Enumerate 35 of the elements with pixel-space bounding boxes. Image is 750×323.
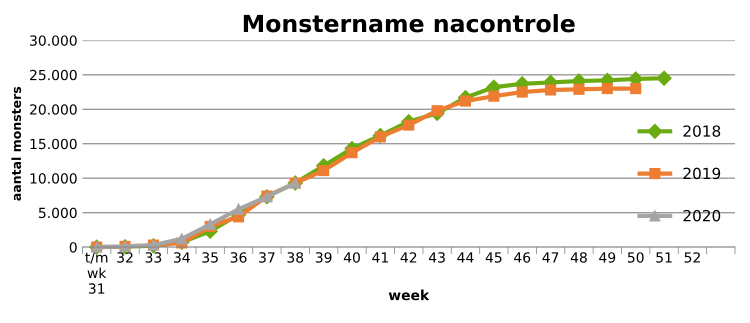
x-tick-label: 46 — [514, 252, 530, 263]
x-tick-label: 42 — [400, 252, 416, 263]
y-tick-label: 0 — [70, 242, 77, 253]
x-tick-label: 51 — [656, 252, 672, 263]
x-tick-label: 43 — [428, 252, 445, 263]
x-tick-label: 34 — [174, 252, 190, 263]
y-tick-label: 15.000 — [30, 138, 77, 150]
legend-label: 2019 — [683, 168, 720, 180]
x-tick-label: 32 — [117, 252, 132, 263]
x-tick-label: 47 — [542, 252, 558, 263]
y-tick-label: 20.000 — [30, 104, 77, 115]
x-axis-title: week — [388, 290, 430, 300]
x-tick-label: 50 — [628, 252, 644, 263]
y-tick-label: 25.000 — [30, 70, 77, 80]
y-tick-label: 30.000 — [30, 35, 77, 46]
x-tick-label: 45 — [486, 252, 502, 263]
x-tick-label: 35 — [202, 252, 218, 263]
x-tick-label: 36 — [230, 252, 246, 263]
x-tick-label: 33 — [146, 252, 162, 263]
y-tick-label: 5.000 — [38, 208, 77, 218]
x-tick-label: 38 — [287, 252, 304, 263]
x-tick-label: 49 — [599, 252, 616, 263]
x-tick-label: 40 — [344, 252, 360, 263]
y-axis-title: aantal monsters — [11, 86, 22, 201]
y-tick-label: 10.000 — [30, 173, 77, 184]
x-tick-label: 44 — [457, 252, 474, 263]
x-tick-label: 37 — [259, 252, 275, 263]
x-tick-label: 41 — [372, 252, 388, 263]
chart-title: Monstername nacontrole — [244, 14, 575, 32]
x-tick-label: 52 — [684, 252, 700, 263]
x-tick-label: t/m wk 31 — [85, 252, 108, 294]
legend-label: 2020 — [683, 210, 720, 222]
legend-label: 2018 — [683, 125, 720, 137]
x-tick-label: 48 — [570, 252, 587, 263]
x-tick-label: 39 — [316, 252, 332, 263]
